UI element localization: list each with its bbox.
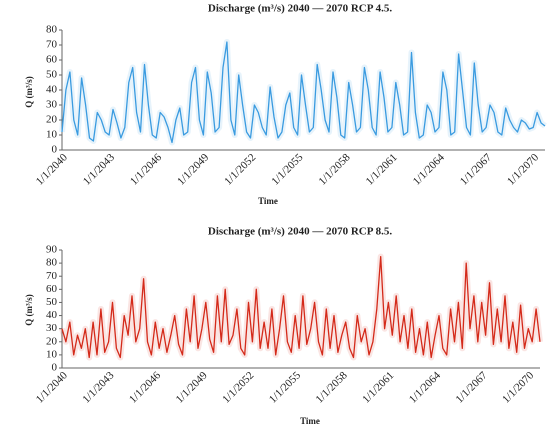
x-axis-label: Time <box>300 416 320 426</box>
y-tick-label: 90 <box>46 244 58 256</box>
y-tick-label: 60 <box>46 54 58 66</box>
x-tick-label: 1/1/2052 <box>222 151 258 187</box>
y-tick-label: 80 <box>46 24 58 36</box>
x-tick-label: 1/1/2043 <box>80 369 116 405</box>
y-tick-label: 0 <box>52 362 58 374</box>
x-tick-label: 1/1/2067 <box>453 369 489 405</box>
x-tick-label: 1/1/2070 <box>505 151 541 187</box>
y-tick-label: 50 <box>46 69 58 81</box>
y-tick-label: 80 <box>46 257 58 269</box>
x-tick-label: 1/1/2052 <box>220 369 256 405</box>
x-tick-label: 1/1/2040 <box>34 369 70 405</box>
x-tick-label: 1/1/2040 <box>34 151 70 187</box>
y-tick-label: 50 <box>46 296 58 308</box>
x-tick-label: 1/1/2046 <box>128 151 164 187</box>
y-tick-label: 10 <box>46 129 58 141</box>
x-tick-label: 1/1/2061 <box>360 369 396 405</box>
x-tick-label: 1/1/2064 <box>411 151 447 187</box>
y-tick-label: 0 <box>52 144 58 156</box>
y-tick-label: 10 <box>46 348 58 360</box>
y-tick-label: 70 <box>46 39 58 51</box>
x-tick-label: 1/1/2061 <box>364 151 400 187</box>
x-axis-label: Time <box>258 196 278 206</box>
chart-title: Discharge (m³/s) 2040 — 2070 RCP 4.5. <box>208 3 392 15</box>
y-tick-label: 20 <box>46 335 58 347</box>
y-axis-label: Q (m³/s) <box>24 76 34 107</box>
x-tick-label: 1/1/2058 <box>316 151 352 187</box>
x-tick-label: 1/1/2070 <box>500 369 536 405</box>
x-tick-label: 1/1/2055 <box>269 151 305 187</box>
x-tick-label: 1/1/2046 <box>127 369 163 405</box>
x-tick-label: 1/1/2058 <box>314 369 350 405</box>
line <box>61 255 541 359</box>
y-tick-label: 30 <box>46 322 58 334</box>
x-tick-label: 1/1/2055 <box>267 369 303 405</box>
y-tick-label: 40 <box>46 309 58 321</box>
y-tick-label: 30 <box>46 99 58 111</box>
y-tick-label: 40 <box>46 84 58 96</box>
y-tick-label: 70 <box>46 270 58 282</box>
x-tick-label: 1/1/2064 <box>407 369 443 405</box>
x-tick-label: 1/1/2067 <box>458 151 494 187</box>
y-tick-label: 20 <box>46 114 58 126</box>
x-tick-label: 1/1/2043 <box>81 151 117 187</box>
chart-title: Discharge (m³/s) 2040 — 2070 RCP 8.5. <box>208 226 392 238</box>
x-tick-label: 1/1/2049 <box>175 151 211 187</box>
y-tick-label: 60 <box>46 283 58 295</box>
x-tick-label: 1/1/2049 <box>174 369 210 405</box>
y-axis-label: Q (m³/s) <box>24 294 34 325</box>
line <box>61 41 546 144</box>
